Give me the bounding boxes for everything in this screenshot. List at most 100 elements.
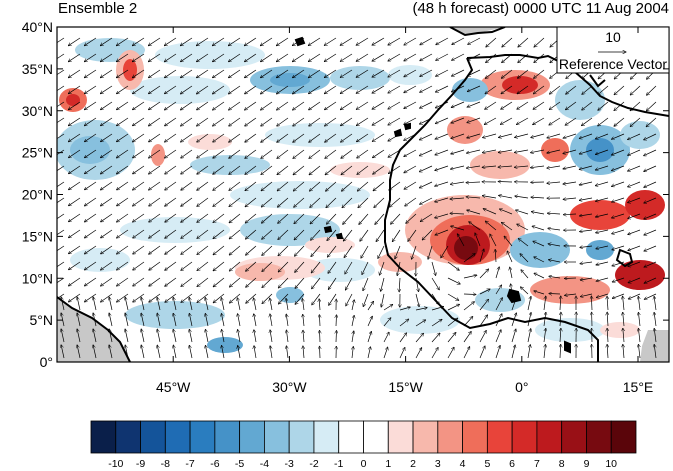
wind-vector <box>383 347 388 359</box>
wind-vector <box>399 333 407 343</box>
wind-vector <box>607 312 608 327</box>
wind-vector <box>447 318 458 327</box>
wind-vector <box>644 197 657 203</box>
wind-vector <box>213 181 225 190</box>
wind-vector <box>197 197 209 206</box>
wind-vector <box>84 149 97 158</box>
wind-vector <box>197 293 209 303</box>
wind-vector <box>392 229 401 242</box>
wind-vector <box>246 277 257 287</box>
wind-vector <box>376 229 385 242</box>
wind-vector <box>109 297 113 311</box>
wind-vector <box>228 69 241 78</box>
wind-vector <box>245 149 257 158</box>
wind-vector <box>612 229 625 234</box>
wind-vector <box>447 261 459 270</box>
wind-vector <box>132 37 145 46</box>
wind-vector <box>441 245 449 258</box>
wind-vector <box>595 149 609 155</box>
wind-vector <box>100 165 113 174</box>
wind-vector <box>598 101 609 110</box>
colorbar-swatch <box>610 420 637 454</box>
wind-vector <box>501 69 513 78</box>
wind-vector <box>399 319 409 327</box>
wind-vector <box>205 313 209 327</box>
wind-vector <box>125 297 129 311</box>
wind-vector <box>451 101 465 108</box>
wind-vector <box>260 37 273 46</box>
wind-vector <box>531 133 545 138</box>
wind-vector <box>173 345 177 359</box>
wind-vector <box>580 230 593 232</box>
colorbar-label: -4 <box>260 458 269 470</box>
wind-vector <box>435 101 449 108</box>
wind-vector <box>93 329 97 343</box>
wind-vector <box>654 328 657 343</box>
wind-vector <box>197 181 209 190</box>
wind-vector <box>468 53 481 60</box>
colorbar-swatch <box>363 420 389 454</box>
wind-vector <box>436 53 449 61</box>
wind-vector <box>149 229 161 238</box>
wind-vector <box>630 85 641 95</box>
wind-vector <box>419 165 433 172</box>
wind-vector <box>336 315 337 327</box>
wind-vector <box>326 197 337 208</box>
lat-tick-label: 40°N <box>22 19 53 35</box>
colorbar: -10 -9 -8 -7 -6 -5 -4 -3 -2 -1 0 1 2 3 4 5 6 7 8 9 10 <box>90 420 637 470</box>
wind-vector <box>117 293 129 302</box>
colorbar-label: 10 <box>605 458 617 470</box>
wind-vector <box>630 117 641 127</box>
wind-vector <box>483 133 497 138</box>
wind-vector <box>68 149 81 158</box>
wind-vector <box>309 181 321 191</box>
wind-vector <box>149 149 161 158</box>
wind-vector <box>294 213 305 224</box>
wind-vector <box>309 133 321 142</box>
wind-vector <box>228 53 241 62</box>
wind-vector <box>302 299 304 311</box>
wind-vector <box>286 346 288 359</box>
wind-vector <box>475 233 481 247</box>
wind-vector <box>100 197 113 206</box>
wind-vector <box>293 117 305 126</box>
wind-vector <box>404 133 417 141</box>
wind-vector <box>57 261 65 268</box>
lon-tick-label: 15°E <box>623 379 654 395</box>
wind-vector <box>419 133 433 140</box>
wind-vector <box>244 53 257 62</box>
wind-vector <box>93 297 97 311</box>
wind-vector <box>165 197 177 206</box>
wind-vector <box>623 296 624 311</box>
wind-vector <box>320 346 321 359</box>
wind-vector <box>612 261 625 266</box>
wind-vector <box>212 53 225 62</box>
wind-vector <box>57 165 65 172</box>
wind-vector <box>260 85 273 94</box>
wind-vector <box>180 53 193 62</box>
colorbar-label: 2 <box>410 458 416 470</box>
wind-vector <box>309 165 321 175</box>
wind-vector <box>415 293 419 307</box>
wind-vector <box>149 293 161 302</box>
wind-vector <box>228 85 241 94</box>
wind-vector <box>435 181 449 186</box>
wind-vector <box>565 117 577 125</box>
wind-vector <box>548 244 561 247</box>
wind-vector <box>228 37 241 46</box>
wind-vector <box>436 37 449 45</box>
wind-vector <box>205 329 209 343</box>
wind-vector <box>261 181 273 191</box>
wind-vector <box>68 69 81 78</box>
wind-vector <box>229 117 241 126</box>
wind-vector <box>189 329 193 343</box>
wind-vector <box>607 344 608 359</box>
wind-vector <box>212 69 225 78</box>
wind-vector <box>101 277 113 286</box>
colorbar-swatch <box>561 420 587 454</box>
wind-vector <box>515 196 529 199</box>
wind-vector <box>628 245 641 251</box>
wind-vector <box>261 101 273 110</box>
wind-vector <box>197 213 209 222</box>
wind-vector <box>646 85 657 95</box>
